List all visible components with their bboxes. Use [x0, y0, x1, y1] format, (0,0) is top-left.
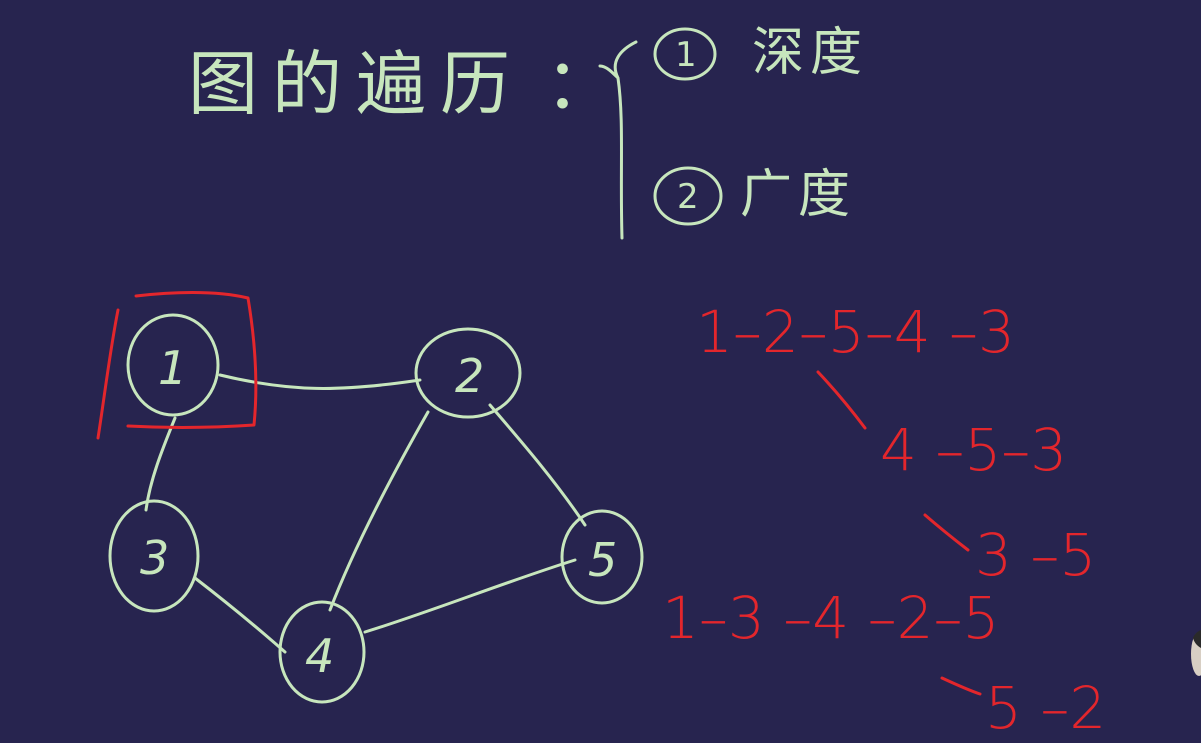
- title: 图的遍历: [188, 43, 524, 125]
- dfs-main-sequence: 1–2–5–4 –3: [696, 298, 1015, 366]
- edge-4-5: [363, 558, 577, 634]
- node-1-highlight: [96, 291, 258, 440]
- graph-node-3: 3: [108, 499, 200, 613]
- node-1-label: 1: [158, 341, 187, 395]
- graph-node-5: 5: [560, 509, 644, 605]
- dfs-branch-a-stroke: [816, 370, 867, 430]
- edge-2-5: [488, 403, 587, 527]
- options-brace: [598, 40, 638, 240]
- dfs-branch-a-sequence: 4 –5–3: [880, 416, 1067, 484]
- option-2: 2 广度: [653, 165, 856, 226]
- bfs-main-sequence: 1–3 –4 –2–5: [662, 584, 999, 652]
- graph-node-2: 2: [414, 327, 522, 419]
- node-2-label: 2: [455, 349, 484, 403]
- edge-1-3: [144, 416, 177, 512]
- graph-edges: [144, 373, 587, 654]
- node-5-label: 5: [588, 533, 617, 587]
- edge-2-4: [328, 410, 430, 612]
- graph-node-4: 4: [278, 600, 366, 704]
- dfs-branch-b-stroke: [923, 513, 970, 552]
- edge-1-2: [218, 373, 422, 390]
- node-3-label: 3: [140, 531, 169, 585]
- presenter-thumbnail: [1189, 628, 1201, 696]
- option-1-marker-circle: [653, 27, 717, 81]
- option-1: 1 深度: [653, 23, 868, 83]
- option-1-label: 深度: [752, 23, 868, 83]
- bfs-branch-stroke: [940, 676, 982, 696]
- option-2-label: 广度: [740, 165, 856, 225]
- edge-3-4: [193, 576, 287, 654]
- dfs-branch-b-sequence: 3 –5: [975, 521, 1096, 589]
- option-1-marker: 1: [675, 35, 697, 75]
- option-2-marker: 2: [677, 177, 699, 217]
- bfs-branch-sequence: 5 –2: [985, 674, 1106, 742]
- title-colon: ：: [545, 43, 629, 125]
- graph-node-1: 1: [126, 313, 220, 417]
- node-4-label: 4: [305, 629, 334, 683]
- option-2-marker-circle: [653, 166, 723, 226]
